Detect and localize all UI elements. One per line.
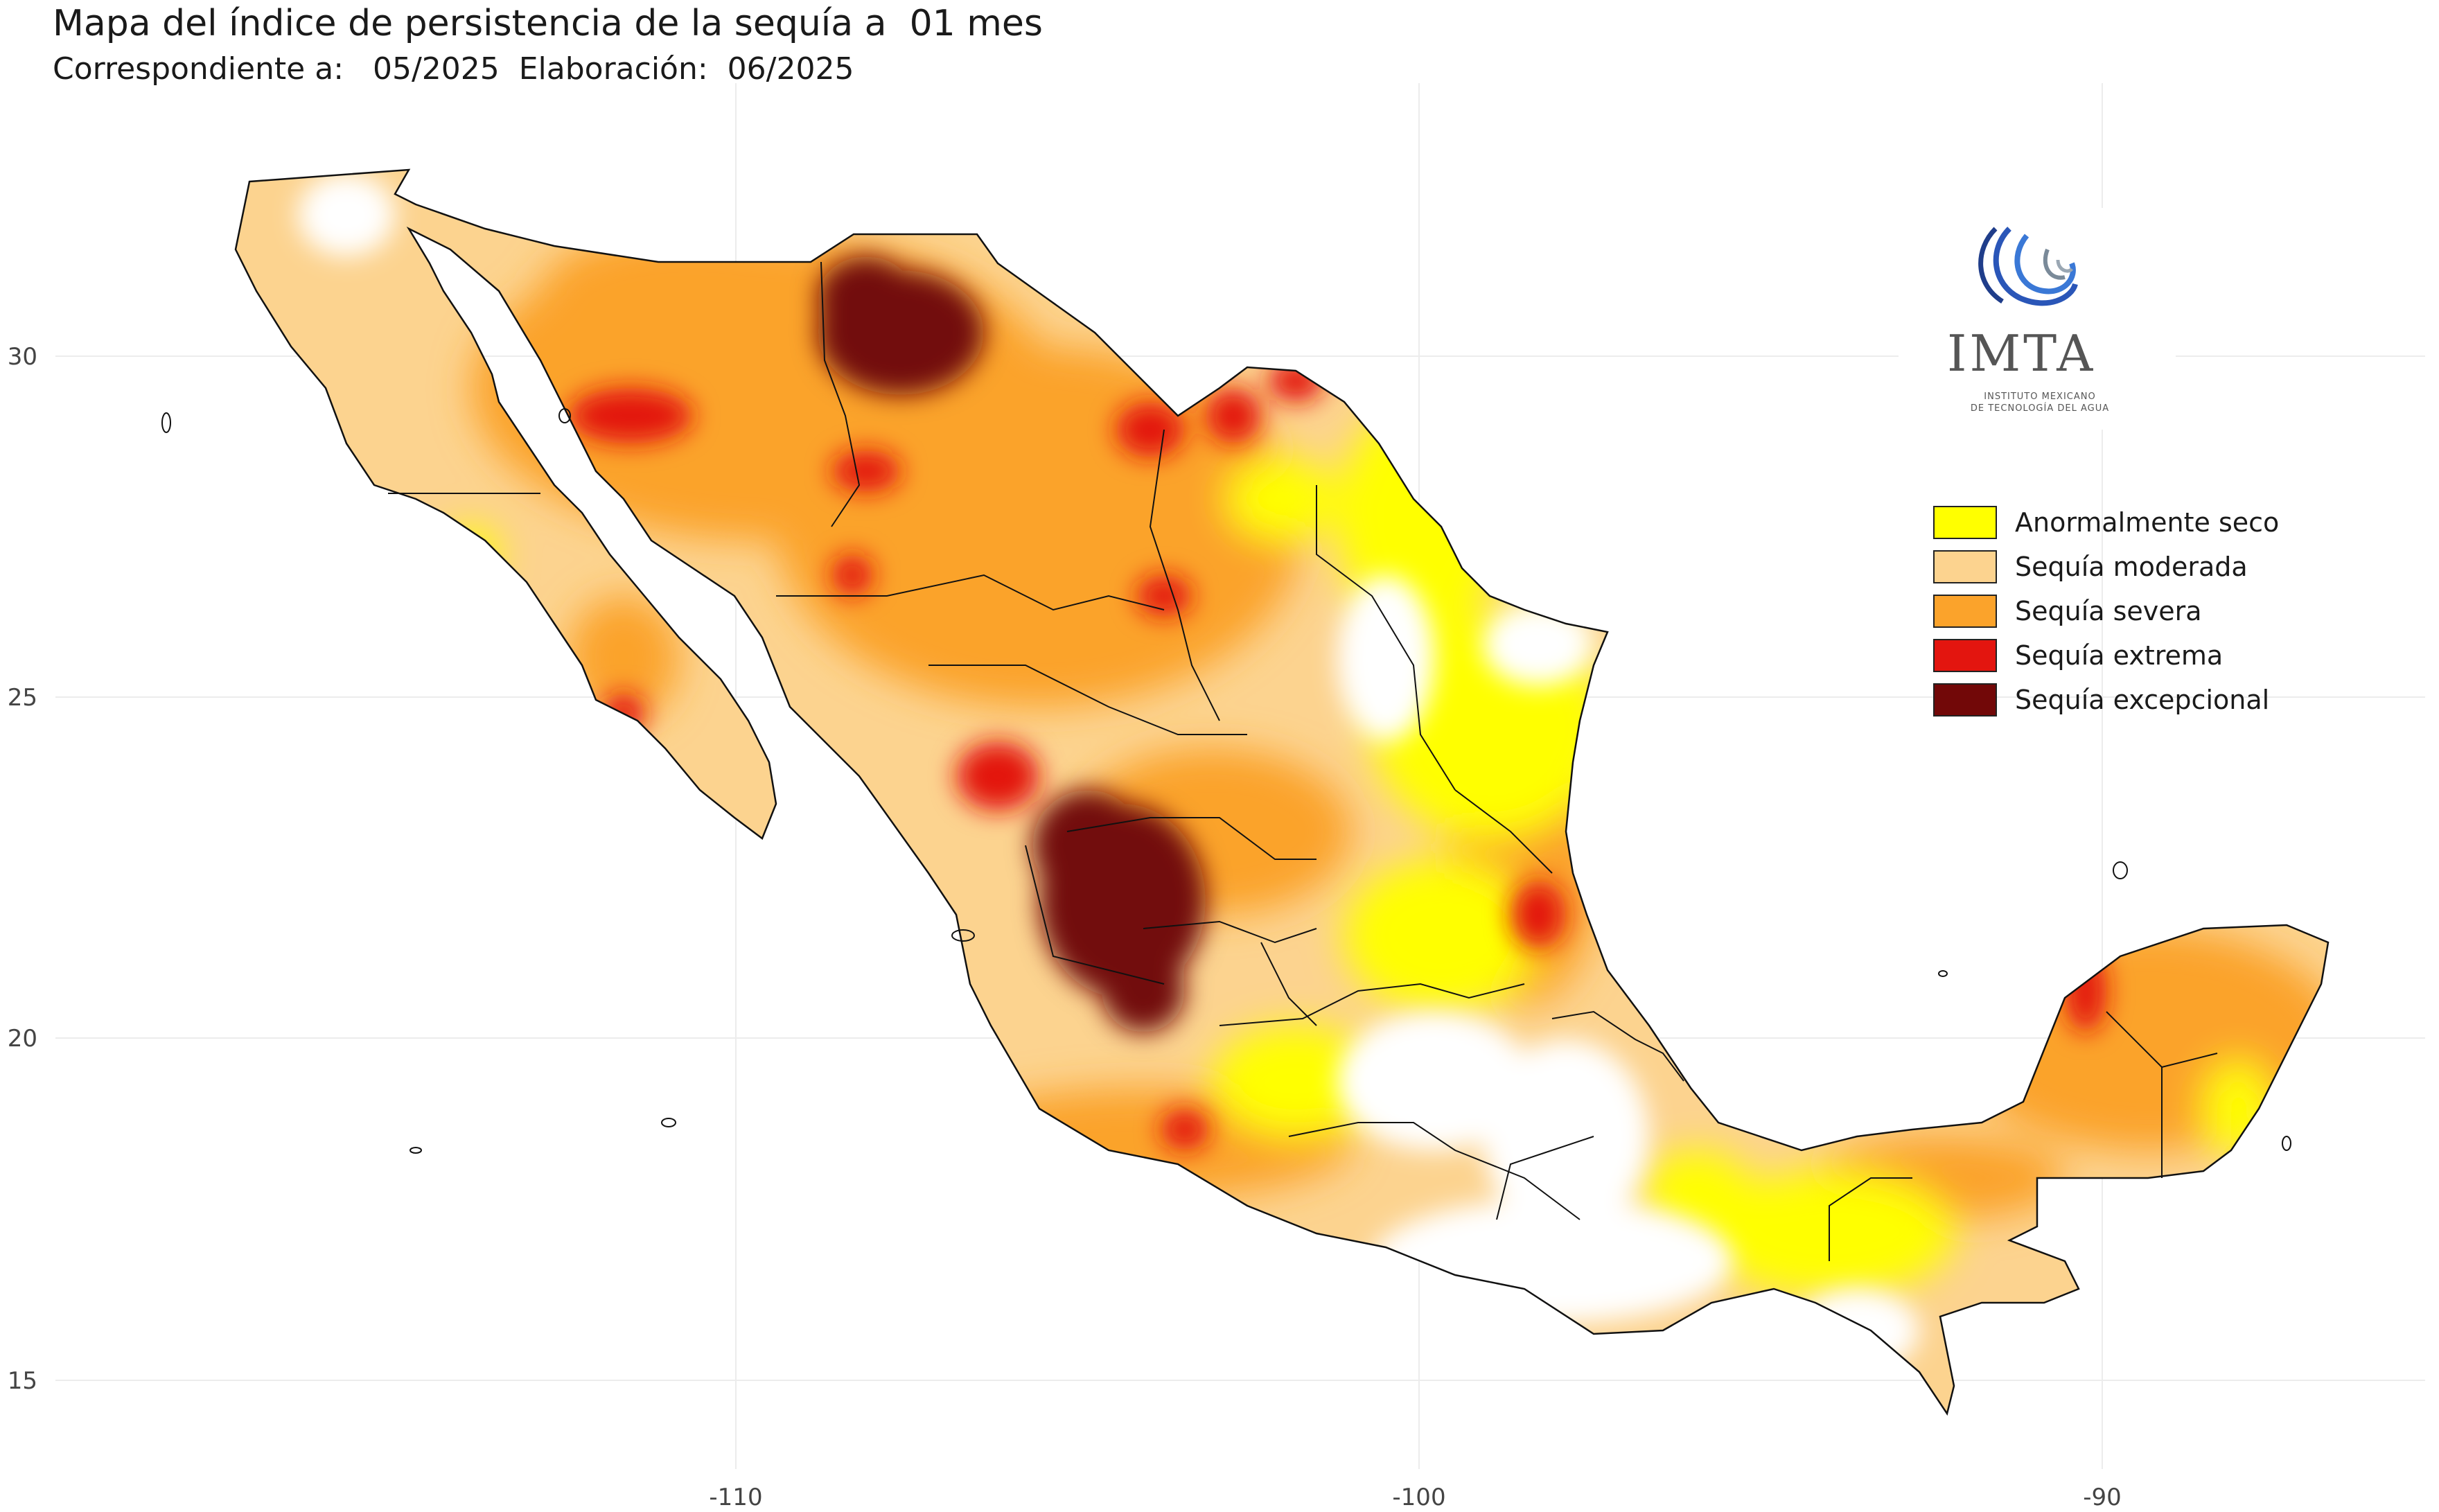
logo-name: IMTA [1947, 324, 2096, 383]
state-boundaries [388, 261, 2218, 1261]
x-tick-label: -90 [2083, 1484, 2122, 1511]
legend-label: Anormalmente seco [2015, 507, 2280, 538]
y-tick-label: 20 [8, 1025, 37, 1053]
map-subtitle: Correspondiente a: 05/2025 Elaboración: … [53, 51, 854, 87]
y-tick-label: 25 [8, 684, 37, 712]
legend-label: Sequía severa [2015, 596, 2202, 626]
logo-subtitle-line: DE TECNOLOGÍA DEL AGUA [1970, 403, 2110, 414]
x-tick-labels: -110 -100 -90 [709, 1484, 2121, 1511]
legend-swatch [1933, 683, 1997, 717]
imta-logo: IMTA INSTITUTO MEXICANO DE TECNOLOGÍA DE… [1899, 208, 2176, 430]
legend-item: Sequía excepcional [1933, 683, 2321, 719]
y-tick-label: 30 [8, 343, 37, 371]
legend-swatch [1933, 639, 1997, 672]
legend-label: Sequía moderada [2015, 552, 2248, 582]
x-tick-label: -100 [1392, 1484, 1445, 1511]
logo-subtitle-line: INSTITUTO MEXICANO [1984, 392, 2096, 402]
logo-subtitle: INSTITUTO MEXICANO DE TECNOLOGÍA DEL AGU… [1936, 391, 2144, 414]
legend-label: Sequía excepcional [2015, 685, 2270, 715]
legend-label: Sequía extrema [2015, 640, 2224, 671]
legend-item: Sequía severa [1933, 595, 2321, 631]
legend-item: Sequía extrema [1933, 639, 2321, 675]
legend-swatch [1933, 550, 1997, 583]
x-tick-label: -110 [709, 1484, 762, 1511]
legend-item: Sequía moderada [1933, 550, 2321, 586]
y-tick-label: 15 [8, 1367, 37, 1395]
y-tick-labels: 30 25 20 15 [8, 343, 37, 1395]
legend-swatch [1933, 506, 1997, 539]
wave-logo-icon [1978, 227, 2078, 306]
legend-item: Anormalmente seco [1933, 506, 2321, 542]
islands [161, 408, 2291, 1154]
map-title: Mapa del índice de persistencia de la se… [53, 3, 1044, 44]
mexico-outline [234, 168, 2330, 1416]
legend-swatch [1933, 595, 1997, 628]
